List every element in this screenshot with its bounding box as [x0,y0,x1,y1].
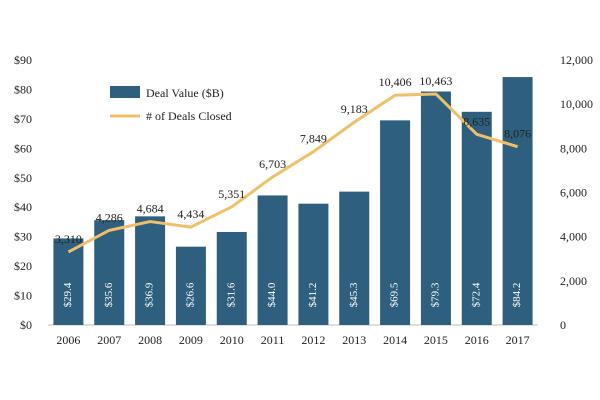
x-tick-label-2008: 2008 [138,333,162,347]
deals-label-2010: 5,351 [218,187,245,201]
right-tick-label: 0 [560,318,566,332]
deals-label-2006: 3,310 [55,232,82,246]
left-tick-label: $20 [14,259,32,273]
left-tick-label: $60 [14,141,32,155]
left-tick-label: $80 [14,82,32,96]
bar-value-label-2012: $41.2 [307,283,319,308]
left-tick-label: $50 [14,171,32,185]
right-tick-label: 12,000 [560,53,593,67]
right-tick-label: 8,000 [560,141,587,155]
deals-label-2015: 10,463 [419,74,452,88]
legend-bar-swatch [110,86,140,98]
deals-label-2017: 8,076 [504,127,531,141]
x-tick-label-2013: 2013 [342,333,366,347]
bar-2017 [502,77,533,325]
bar-value-label-2016: $72.4 [470,282,482,307]
deals-label-2009: 4,434 [177,207,204,221]
bar-2007 [94,220,125,325]
right-tick-label: 4,000 [560,230,587,244]
bar-value-label-2010: $31.6 [225,282,237,307]
bar-labels-group: $29.4 $35.6 $36.9 $26.6 $31.6 $44.0 $41.2 $45.3… [62,282,523,307]
bar-2011 [257,195,288,325]
bar-value-label-2015: $79.3 [429,282,441,307]
left-tick-label: $0 [20,318,32,332]
x-tick-label-2006: 2006 [56,333,80,347]
deals-label-2011: 6,703 [259,157,286,171]
right-axis-ticks: 0 2,000 4,000 6,000 8,000 10,000 12,000 [560,53,593,332]
deals-label-2007: 4,286 [96,210,123,224]
left-tick-label: $40 [14,200,32,214]
bar-value-label-2017: $84.2 [511,283,523,308]
x-tick-label-2007: 2007 [97,333,121,347]
left-tick-label: $10 [14,289,32,303]
x-tick-label-2010: 2010 [220,333,244,347]
left-axis-ticks: $0 $10 $20 $30 $40 $50 $60 $70 $80 $90 [14,53,32,332]
deals-label-2014: 10,406 [379,75,412,89]
deals-label-2008: 4,684 [137,202,164,216]
deals-label-2012: 7,849 [300,132,327,146]
right-tick-label: 2,000 [560,274,587,288]
bar-2014 [380,120,411,325]
bar-value-label-2006: $29.4 [62,282,74,307]
deals-labels-group: 3,310 4,286 4,684 4,434 5,351 6,703 7,849 9,183… [55,74,531,246]
bar-2008 [135,216,166,325]
left-tick-label: $90 [14,53,32,67]
left-tick-label: $70 [14,112,32,126]
right-tick-label: 10,000 [560,97,593,111]
right-tick-label: 6,000 [560,186,587,200]
bar-value-label-2014: $69.5 [389,282,401,307]
x-tick-label-2009: 2009 [179,333,203,347]
deals-label-2013: 9,183 [341,102,368,116]
bar-value-label-2009: $26.6 [184,282,196,307]
bar-2012 [298,203,329,325]
x-tick-label-2015: 2015 [424,333,448,347]
bar-2016 [461,111,492,325]
bar-2015 [420,91,451,325]
x-tick-label-2016: 2016 [465,333,489,347]
x-tick-label-2011: 2011 [261,333,285,347]
bar-value-label-2011: $44.0 [266,282,278,307]
x-axis-ticks: 2006 2007 2008 2009 2010 2011 2012 2013 2014 2015… [56,333,529,347]
x-tick-label-2014: 2014 [383,333,407,347]
bar-2006 [53,238,84,325]
legend-deals-closed: # of Deals Closed [146,109,232,123]
bar-value-label-2013: $45.3 [348,282,360,307]
bar-value-label-2007: $35.6 [103,282,115,307]
bar-value-label-2008: $36.9 [144,282,156,307]
deals-closed-line [67,92,519,254]
deals-label-2016: 8,635 [463,114,490,128]
legend-deal-value: Deal Value ($B) [146,86,224,100]
legend: Deal Value ($B) # of Deals Closed [110,86,232,123]
bar-2013 [339,191,370,325]
bar-2010 [216,231,247,325]
x-tick-label-2017: 2017 [506,333,530,347]
left-tick-label: $30 [14,230,32,244]
bars-group [53,77,533,325]
x-tick-label-2012: 2012 [301,333,325,347]
bar-2009 [175,246,206,325]
deals-line-group [67,92,519,254]
